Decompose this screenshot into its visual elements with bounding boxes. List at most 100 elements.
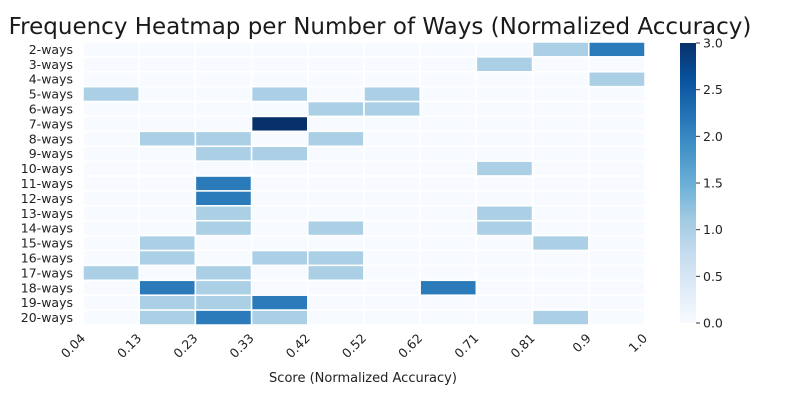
heatmap-cell [307,190,365,207]
heatmap-cell [307,71,365,88]
heatmap-cell [250,130,309,148]
heatmap-cell [475,100,534,118]
heatmap-cell [194,234,253,252]
heatmap-cell [82,85,140,103]
heatmap-cell [194,279,253,296]
heatmap-cell [531,145,590,162]
heatmap-cell [363,234,421,252]
heatmap-cell [138,100,197,118]
heatmap-cell [82,160,140,177]
heatmap-cell [531,294,590,311]
heatmap-cell [194,264,253,282]
heatmap-cell [419,190,478,207]
heatmap-cell [531,279,590,296]
heatmap-cell [194,205,253,222]
colorbar-tick-label: 0.0 [703,316,723,331]
heatmap-cell [307,234,365,252]
heatmap-cell [475,264,534,282]
row-label: 13-ways [21,206,73,221]
heatmap-cell [82,175,140,192]
heatmap-cell [419,85,478,103]
heatmap-cell [419,219,478,237]
heatmap-cell [419,234,478,252]
heatmap-cell [307,145,365,162]
heatmap-cell [194,130,253,148]
heatmap-cell [419,56,478,73]
heatmap-cell [419,205,478,222]
heatmap-cell [82,279,140,296]
heatmap-cell [307,130,365,148]
heatmap-cell [82,56,140,73]
heatmap-cell [363,190,421,207]
heatmap-cell [138,279,197,296]
row-label: 19-ways [21,295,73,310]
heatmap-cell [588,190,646,207]
heatmap-cell [250,249,309,267]
heatmap-cell [250,145,309,162]
heatmap-cell [250,190,309,207]
colorbar-gradient [680,43,696,323]
heatmap-cell [307,294,365,311]
heatmap-cell [250,100,309,118]
heatmap-cell [194,249,253,267]
heatmap-cell [363,85,421,103]
heatmap-cell [475,205,534,222]
heatmap-cell [363,219,421,237]
chart-title: Frequency Heatmap per Number of Ways (No… [9,14,752,40]
heatmap-cell [82,145,140,162]
heatmap-cell [138,205,197,222]
heatmap-cell [588,56,646,73]
heatmap-cell [588,160,646,177]
heatmap-cell [82,309,140,326]
heatmap-cell [419,145,478,162]
heatmap-cell [138,264,197,282]
heatmap-cell [475,115,534,133]
row-label: 15-ways [21,236,73,251]
heatmap-cell [250,175,309,192]
heatmap-cell [475,279,534,296]
heatmap-cell [588,309,646,326]
heatmap-cell [475,190,534,207]
heatmap-cell [588,249,646,267]
heatmap-cell [531,190,590,207]
x-tick-label: 1.0 [625,330,650,355]
heatmap-cell [531,100,590,118]
heatmap-cell [250,41,309,58]
heatmap-cell [363,100,421,118]
heatmap-cell [531,115,590,133]
colorbar-tick-label: 3.0 [703,36,723,51]
heatmap-cell [138,175,197,192]
heatmap-cell [419,249,478,267]
heatmap-cell [419,130,478,148]
x-tick-label: 0.33 [226,331,256,361]
heatmap-cell [531,130,590,148]
heatmap-cell [82,219,140,237]
heatmap-cell [588,41,646,58]
x-tick-label: 0.23 [170,331,200,361]
heatmap-cell [250,264,309,282]
heatmap-cell [588,175,646,192]
heatmap-cell [531,249,590,267]
heatmap-cell [138,160,197,177]
heatmap-cell [250,309,309,326]
row-label: 9-ways [29,146,73,161]
heatmap-cell [475,145,534,162]
heatmap-cell [307,115,365,133]
heatmap-cell [419,264,478,282]
heatmap-cell [82,71,140,88]
heatmap-cell [419,100,478,118]
heatmap-cell [531,160,590,177]
heatmap-cell [194,145,253,162]
heatmap-cell [363,205,421,222]
heatmap-cell [138,145,197,162]
heatmap-cell [250,160,309,177]
heatmap-cell [194,219,253,237]
heatmap-cell [475,160,534,177]
heatmap-cell [138,115,197,133]
heatmap-cell [419,294,478,311]
heatmap-cell [194,71,253,88]
heatmap-cell [138,234,197,252]
heatmap-cell [138,190,197,207]
heatmap-cell [138,85,197,103]
heatmap-cell [194,294,253,311]
